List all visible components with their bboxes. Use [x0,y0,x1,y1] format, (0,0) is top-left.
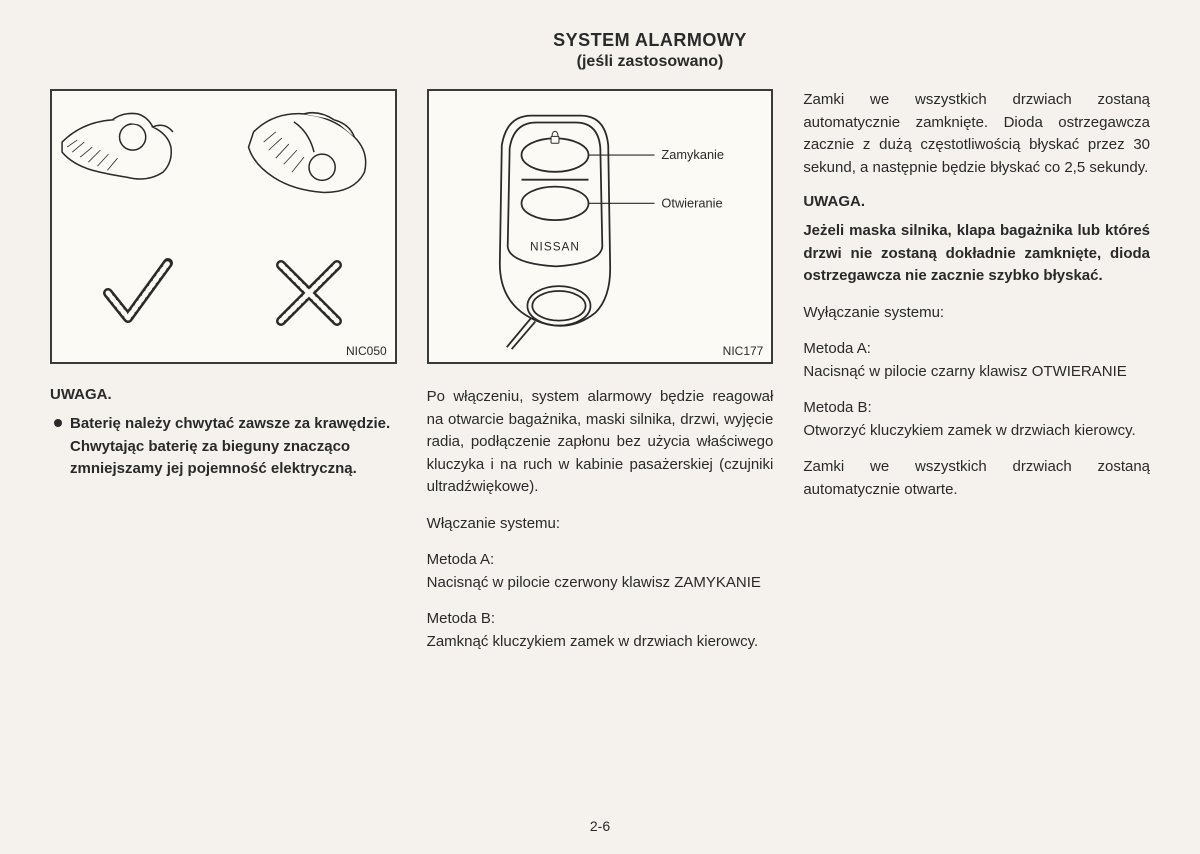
column-1: NIC050 UWAGA. Baterię należy chwytać zaw… [50,89,397,667]
paragraph: Metoda B: Otworzyć kluczykiem zamek w dr… [803,397,1150,442]
column-2: NISSAN Zamykanie Otwieranie NIC177 Po wł… [427,89,774,667]
hands-illustration [52,91,395,254]
page-subtitle: (jeśli zastosowano) [150,53,1150,71]
paragraph: Włączanie systemu: [427,513,774,536]
warning-heading: UWAGA. [803,193,1150,210]
bullet-icon [54,419,62,427]
paragraph: Metoda A: Nacisnąć w pilocie czarny klaw… [803,338,1150,383]
column-3: Zamki we wszystkich drzwiach zostaną aut… [803,89,1150,667]
bullet-text: Baterię należy chwytać zawsze za krawędz… [70,413,397,481]
page-header: SYSTEM ALARMOWY (jeśli zastosowano) [150,30,1150,71]
columns-container: NIC050 UWAGA. Baterię należy chwytać zaw… [50,89,1150,667]
check-icon [98,253,178,333]
warning-heading: UWAGA. [50,386,397,403]
label-unlock: Otwieranie [661,195,722,210]
check-cross-marks [52,248,395,338]
remote-brand: NISSAN [530,240,580,254]
bullet-item: Baterię należy chwytać zawsze za krawędz… [50,413,397,481]
figure-code: NIC177 [723,344,764,358]
paragraph: Zamki we wszystkich drzwiach zostaną aut… [803,456,1150,501]
figure-code: NIC050 [346,344,387,358]
page-title: SYSTEM ALARMOWY [150,30,1150,51]
remote-illustration: NISSAN Zamykanie Otwieranie [429,91,772,362]
paragraph: Po włączeniu, system alarmowy będzie rea… [427,386,774,499]
paragraph: Wyłączanie systemu: [803,302,1150,325]
label-lock: Zamykanie [661,147,724,162]
figure-remote: NISSAN Zamykanie Otwieranie NIC177 [427,89,774,364]
paragraph: Zamki we wszystkich drzwiach zostaną aut… [803,89,1150,179]
figure-battery-handling: NIC050 [50,89,397,364]
paragraph: Metoda A: Nacisnąć w pilocie czerwony kl… [427,549,774,594]
paragraph: Metoda B: Zamknąć kluczykiem zamek w drz… [427,608,774,653]
cross-icon [269,253,349,333]
page-number: 2-6 [590,818,610,834]
bold-paragraph: Jeżeli maska silnika, klapa bagażnika lu… [803,220,1150,288]
